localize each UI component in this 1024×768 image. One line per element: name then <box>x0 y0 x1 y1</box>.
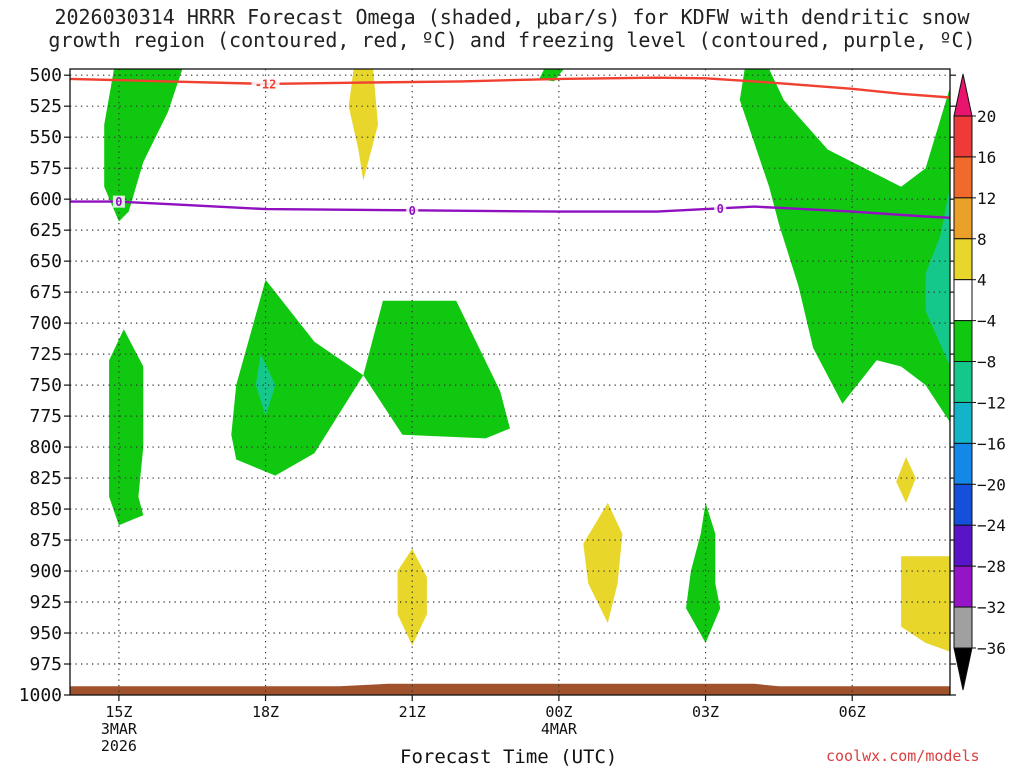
colorbar-box-8 <box>953 401 973 444</box>
y-tick-label-925: 925 <box>29 592 62 613</box>
colorbar-box-7 <box>953 361 973 403</box>
x-tick-label-21Z: 21Z <box>399 703 426 721</box>
chart-title: 2026030314 HRRR Forecast Omega (shaded, … <box>0 6 1024 52</box>
x-tick-label-00Z: 00Z <box>545 703 572 721</box>
freezing-level-contour-label-bg-1 <box>406 204 419 217</box>
omega-region-12 <box>896 457 916 503</box>
omega-region-1 <box>109 329 144 526</box>
y-tick-label-850: 850 <box>29 499 62 520</box>
omega-region-3 <box>363 300 510 439</box>
omega-region-7 <box>255 354 276 417</box>
y-tick-label-525: 525 <box>29 96 62 117</box>
y-tick-label-825: 825 <box>29 468 62 489</box>
surface-terrain-band <box>70 683 950 695</box>
colorbar-label-1: 16 <box>977 148 996 167</box>
colorbar-label-0: 20 <box>977 107 996 126</box>
y-tick-label-875: 875 <box>29 530 62 551</box>
y-tick-label-800: 800 <box>29 437 62 458</box>
y-tick-label-1000: 1000 <box>19 685 62 706</box>
y-tick-label-750: 750 <box>29 375 62 396</box>
colorbar-label-4: 4 <box>977 271 987 290</box>
freezing-level-contour-label-1: 0 <box>409 204 416 218</box>
freezing-level-contour-label-2: 0 <box>717 202 724 216</box>
chart-title-line1: 2026030314 HRRR Forecast Omega (shaded, … <box>54 5 970 29</box>
y-tick-label-575: 575 <box>29 158 62 179</box>
colorbar-label-3: 8 <box>977 230 987 249</box>
colorbar-box-3 <box>953 197 973 240</box>
y-tick-label-500: 500 <box>29 65 62 86</box>
x-tick-label-06Z: 06Z <box>839 703 866 721</box>
colorbar-box-12 <box>953 565 973 608</box>
y-tick-label-600: 600 <box>29 189 62 210</box>
freezing-level-contour-label-bg-2 <box>714 202 727 215</box>
colorbar-label-11: −28 <box>977 557 1006 576</box>
freezing-level-contour-label-0: 0 <box>115 195 122 209</box>
omega-region-8 <box>686 502 721 643</box>
freezing-level-contour-line <box>70 200 950 219</box>
omega-region-13 <box>901 556 950 652</box>
colorbar-box-13 <box>953 606 973 649</box>
freezing-level-contour-label-bg-0 <box>112 195 125 208</box>
colorbar-label-12: −32 <box>977 598 1006 617</box>
y-tick-label-775: 775 <box>29 406 62 427</box>
colorbar-top-arrow <box>953 73 973 117</box>
x-tick-label-03Z: 03Z <box>692 703 719 721</box>
omega-region-5 <box>739 69 950 423</box>
colorbar-label-8: −16 <box>977 434 1006 453</box>
colorbar-box-9 <box>953 442 973 485</box>
omega-region-2 <box>231 279 364 476</box>
y-tick-label-550: 550 <box>29 127 62 148</box>
colorbar-box-10 <box>953 483 973 526</box>
colorbar-bottom-arrow <box>953 647 973 691</box>
y-tick-label-675: 675 <box>29 282 62 303</box>
y-tick-label-725: 725 <box>29 344 62 365</box>
x-tick-label-18Z: 18Z <box>252 703 279 721</box>
chart-title-line2: growth region (contoured, red, ºC) and f… <box>48 28 976 52</box>
colorbar-box-2 <box>953 156 973 199</box>
y-tick-label-625: 625 <box>29 220 62 241</box>
plot-frame <box>69 68 951 696</box>
colorbar-label-7: −12 <box>977 393 1006 412</box>
colorbar-box-1 <box>953 115 973 158</box>
colorbar-label-10: −24 <box>977 516 1006 535</box>
omega-region-0 <box>104 69 183 222</box>
y-tick-label-900: 900 <box>29 561 62 582</box>
y-tick-label-950: 950 <box>29 623 62 644</box>
y-tick-label-975: 975 <box>29 654 62 675</box>
omega-region-11 <box>583 502 623 624</box>
colorbar-box-11 <box>953 524 973 567</box>
y-tick-label-700: 700 <box>29 313 62 334</box>
colorbar-box-6 <box>953 320 973 363</box>
omega-region-9 <box>348 69 378 181</box>
dgz-contour-label-0: -12 <box>255 77 277 91</box>
colorbar-label-2: 12 <box>977 189 996 208</box>
colorbar-box-5 <box>953 279 973 322</box>
colorbar-box-4 <box>953 238 973 281</box>
omega-region-6 <box>925 186 950 367</box>
colorbar-label-9: −20 <box>977 475 1006 494</box>
colorbar-label-5: −4 <box>977 312 996 331</box>
x-axis-title: Forecast Time (UTC) <box>400 746 618 768</box>
dgz-contour-line <box>70 76 950 99</box>
colorbar-label-6: −8 <box>977 353 996 372</box>
x-tick-sublabel2-15Z: 2026 <box>101 737 137 755</box>
x-tick-label-15Z: 15Z <box>105 703 132 721</box>
x-tick-sublabel-00Z: 4MAR <box>541 720 578 738</box>
watermark[interactable]: coolwx.com/models <box>826 747 980 765</box>
x-tick-sublabel-15Z: 3MAR <box>101 720 138 738</box>
colorbar-label-13: −36 <box>977 639 1006 658</box>
dgz-contour-label-bg-0 <box>251 77 280 90</box>
y-tick-label-650: 650 <box>29 251 62 272</box>
